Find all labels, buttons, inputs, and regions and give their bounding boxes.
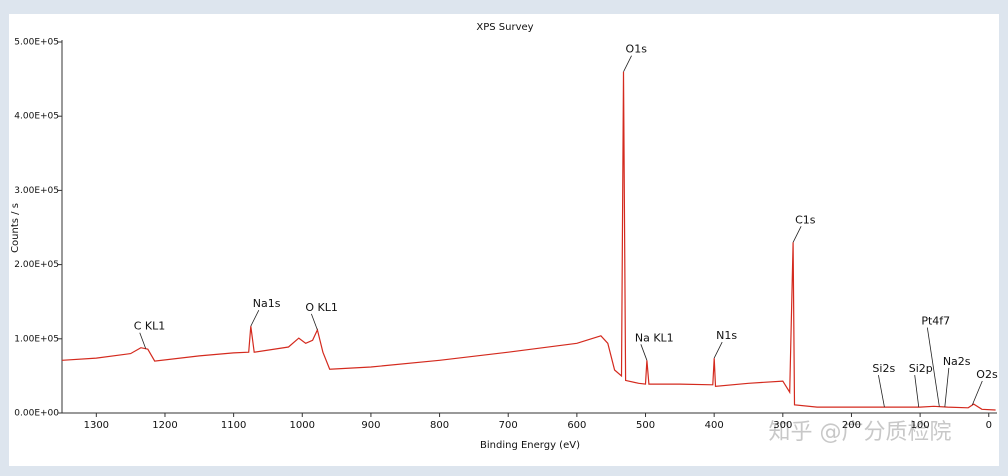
annotation-leader [713,341,723,359]
annotation-label: Na1s [253,297,281,310]
annotation-leader [878,374,885,408]
annotation-label: C1s [795,213,816,226]
x-tick-label: 100 [911,420,930,431]
x-tick-label: 400 [705,420,724,431]
annotation-label: O KL1 [305,301,338,314]
annotation-label: Pt4f7 [921,315,950,328]
annotation-label: C KL1 [134,320,166,333]
annotation-label: Si2s [872,362,895,375]
annotation-label: Na2s [943,355,971,368]
annotation-leader [792,226,802,243]
x-tick-label: 800 [430,420,449,431]
annotation-leader [971,380,983,406]
x-tick-label: 500 [636,420,655,431]
annotation-label: O1s [626,43,648,56]
watermark: 知乎 @广分质检院 [769,420,952,445]
spectrum-line [61,71,996,411]
plot-panel [9,14,999,466]
x-tick-label: 600 [567,420,586,431]
annotation-leader [944,367,950,407]
x-tick-label: 900 [361,420,380,431]
annotation-label: O2s [976,368,998,381]
y-tick-label: 1.00E+05 [14,334,59,344]
annotation-leader [310,313,318,331]
x-tick-label: 1200 [152,420,177,431]
x-tick-label: 0 [986,420,992,431]
y-tick-label: 2.00E+05 [14,260,59,270]
annotation-leader [250,310,260,327]
chart-title: XPS Survey [476,22,533,33]
y-axis-label: Counts / s [10,203,21,253]
annotation-leader [914,375,920,408]
annotation-leader [623,55,632,72]
annotation-leader [640,344,648,361]
y-tick-label: 4.00E+05 [14,112,59,122]
x-tick-label: 1000 [290,420,315,431]
annotation-label: Si2p [909,362,933,375]
annotation-leader [926,327,940,407]
x-axis-label: Binding Energy (eV) [480,440,580,451]
x-tick-label: 200 [842,420,861,431]
x-tick-label: 1100 [221,420,246,431]
y-tick-label: 3.00E+05 [14,186,59,196]
x-tick-label: 700 [499,420,518,431]
x-tick-label: 300 [773,420,792,431]
x-tick-label: 1300 [84,420,109,431]
y-tick-label: 5.00E+05 [14,38,59,48]
y-tick-label: 0.00E+00 [14,409,59,419]
annotation-label: Na KL1 [635,331,674,344]
annotation-leader [139,332,147,349]
annotation-label: N1s [716,329,737,342]
